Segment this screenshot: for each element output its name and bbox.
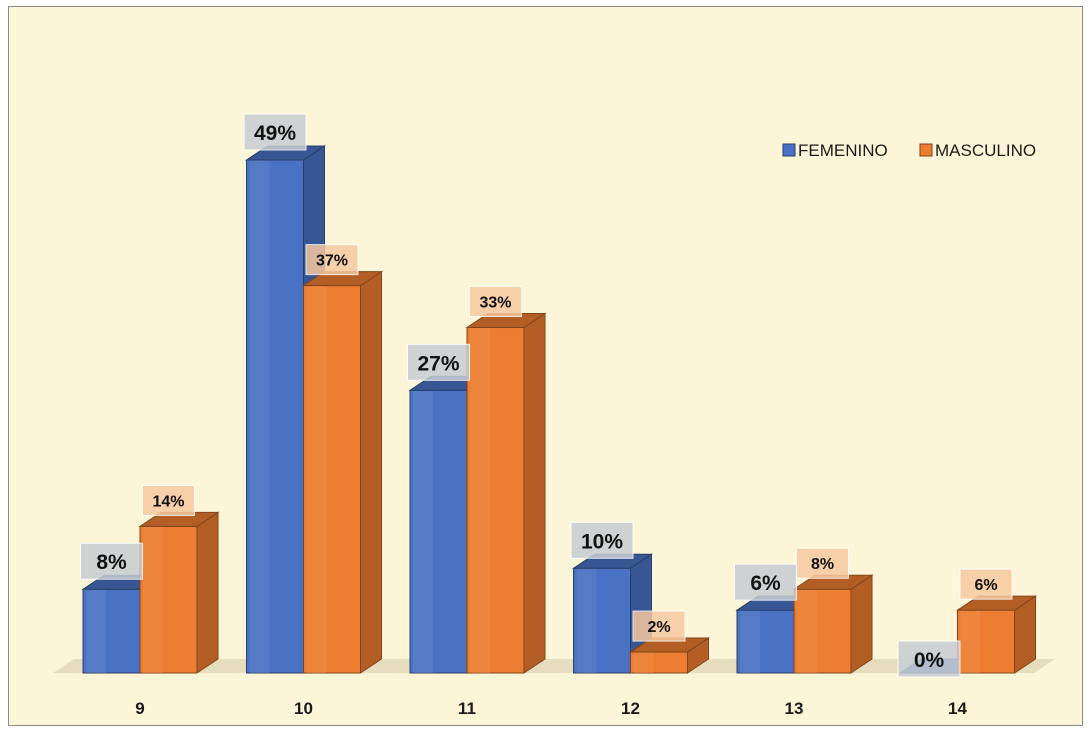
svg-text:6%: 6% [750, 572, 781, 595]
data-label-femenino-12: 10% [570, 521, 634, 559]
bars [81, 145, 1038, 674]
svg-text:2%: 2% [647, 619, 670, 636]
svg-text:14%: 14% [152, 493, 184, 510]
bar-masculino-13 [792, 574, 874, 674]
bar-masculino-9 [138, 511, 220, 674]
bar-masculino-10 [301, 270, 384, 674]
data-label-masculino-13: 8% [796, 547, 849, 579]
data-label-masculino-14: 6% [959, 568, 1013, 600]
x-tick-9: 9 [135, 699, 144, 718]
data-label-masculino-12: 2% [632, 610, 686, 642]
legend: FEMENINO MASCULINO [782, 141, 1036, 160]
x-tick-14: 14 [948, 699, 967, 718]
svg-text:10%: 10% [581, 530, 623, 553]
data-label-masculino-11: 33% [469, 286, 522, 318]
data-label-femenino-13: 6% [734, 563, 797, 601]
x-tick-11: 11 [458, 699, 476, 718]
x-tick-10: 10 [294, 699, 313, 718]
x-tick-13: 13 [785, 699, 804, 718]
data-label-femenino-9: 8% [80, 542, 143, 580]
svg-text:49%: 49% [254, 122, 296, 145]
svg-text:8%: 8% [96, 551, 127, 574]
legend-item-masculino: MASCULINO [919, 141, 1036, 160]
data-labels: 8% 49% 27% 10% 6% 0% 14% 37% 33% 2% 8% 6% [80, 113, 1013, 678]
legend-item-femenino: FEMENINO [782, 141, 888, 160]
svg-text:0%: 0% [914, 649, 945, 672]
svg-text:37%: 37% [316, 253, 348, 270]
data-label-femenino-11: 27% [407, 343, 470, 381]
svg-text:8%: 8% [811, 556, 834, 573]
legend-swatch-masculino [919, 143, 933, 157]
bar-masculino-11 [465, 312, 547, 674]
legend-label-masculino: MASCULINO [935, 141, 1036, 160]
data-label-femenino-14: 0% [897, 640, 961, 678]
svg-text:33%: 33% [479, 295, 511, 312]
svg-text:6%: 6% [974, 577, 997, 594]
legend-label-femenino: FEMENINO [798, 141, 888, 160]
svg-text:27%: 27% [417, 352, 459, 375]
x-tick-12: 12 [621, 699, 640, 718]
data-label-masculino-9: 14% [142, 484, 195, 516]
data-label-femenino-10: 49% [243, 113, 307, 151]
x-axis-categories: 9 10 11 12 13 14 [135, 699, 967, 718]
data-label-masculino-10: 37% [305, 244, 359, 276]
bar-masculino-14 [955, 595, 1038, 674]
legend-swatch-femenino [782, 143, 796, 157]
